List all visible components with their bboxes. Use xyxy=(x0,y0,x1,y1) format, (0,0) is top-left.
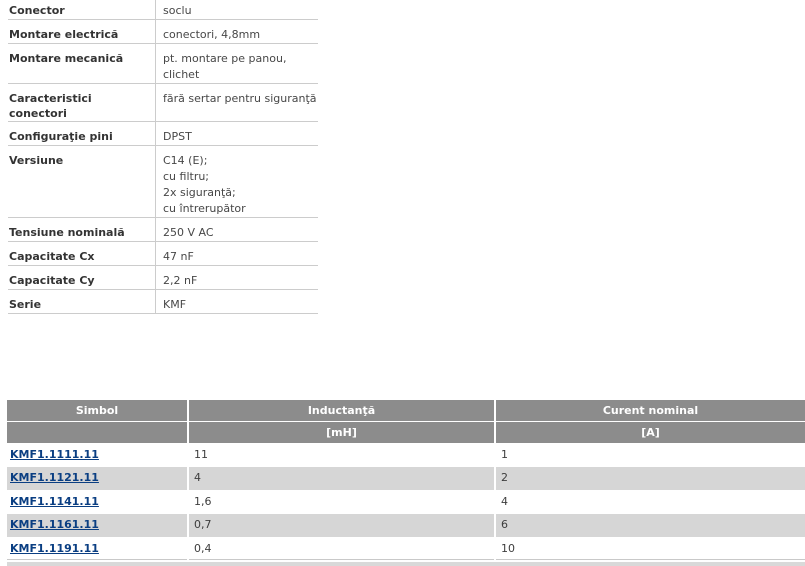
spec-table: Conector soclu Montare electrică conecto… xyxy=(8,0,318,314)
spec-row: Caracteristici conectori fără sertar pen… xyxy=(8,84,318,122)
current-cell: 2 xyxy=(496,467,805,490)
part-link[interactable]: KMF1.1191.11 xyxy=(10,541,99,555)
header-current-unit: [A] xyxy=(496,422,805,443)
part-link[interactable]: KMF1.1161.11 xyxy=(10,518,99,532)
symbol-cell: KMF1.1111.11 xyxy=(7,444,187,466)
part-link[interactable]: KMF1.1141.11 xyxy=(10,494,99,508)
inductance-cell: 11 xyxy=(194,448,208,461)
table-row: KMF1.1161.11 0,7 6 xyxy=(7,514,805,537)
parts-header-row: Simbol Inductanţă Curent nominal xyxy=(7,400,805,421)
part-link[interactable]: KMF1.1121.11 xyxy=(10,471,99,485)
spec-label: Configuraţie pini xyxy=(9,130,113,143)
header-symbol-unit xyxy=(7,422,187,443)
spec-value: soclu xyxy=(155,0,318,19)
inductance-cell: 0,4 xyxy=(189,538,494,560)
spec-row: Capacitate Cy 2,2 nF xyxy=(8,266,318,290)
symbol-cell: KMF1.1191.11 xyxy=(7,538,187,560)
current-cell: 6 xyxy=(496,514,805,537)
part-link[interactable]: KMF1.1111.11 xyxy=(10,448,99,461)
spec-label: Versiune xyxy=(9,154,64,167)
spec-value: pt. montare pe panou, clichet xyxy=(155,44,318,83)
table-row: KMF1.1191.11 0,4 10 xyxy=(7,538,805,560)
spec-row: Montare mecanică pt. montare pe panou, c… xyxy=(8,44,318,84)
header-current: Curent nominal xyxy=(496,400,805,421)
spec-value: KMF xyxy=(155,290,318,313)
spec-row: Configuraţie pini DPST xyxy=(8,122,318,146)
header-symbol: Simbol xyxy=(7,400,187,421)
spec-row: Montare electrică conectori, 4,8mm xyxy=(8,20,318,44)
spec-label: Montare electrică xyxy=(9,28,119,41)
spec-label: Montare mecanică xyxy=(9,52,124,65)
spec-row: Conector soclu xyxy=(8,0,318,20)
parts-units-row: [mH] [A] xyxy=(7,422,805,443)
spec-value: DPST xyxy=(155,122,318,145)
table-row: KMF1.1141.11 1,6 4 xyxy=(7,491,805,513)
spec-row: Capacitate Cx 47 nF xyxy=(8,242,318,266)
spec-value: conectori, 4,8mm xyxy=(155,20,318,43)
header-inductance-unit: [mH] xyxy=(189,422,494,443)
table-row: KMF1.1111.11 11 1 xyxy=(7,444,805,466)
symbol-cell: KMF1.1161.11 xyxy=(7,514,187,537)
spec-value: 47 nF xyxy=(155,242,318,265)
spec-label: Capacitate Cy xyxy=(9,274,95,287)
spec-label: Caracteristici conectori xyxy=(9,92,92,120)
spec-row: Versiune C14 (E); cu filtru; 2x siguranţ… xyxy=(8,146,318,218)
spec-value: 2,2 nF xyxy=(155,266,318,289)
table-row: KMF1.1121.11 4 2 xyxy=(7,467,805,490)
spec-value: C14 (E); cu filtru; 2x siguranţă; cu înt… xyxy=(155,146,318,217)
symbol-cell: KMF1.1121.11 xyxy=(7,467,187,490)
spec-label: Capacitate Cx xyxy=(9,250,95,263)
spec-row: Serie KMF xyxy=(8,290,318,314)
parts-table: Simbol Inductanţă Curent nominal [mH] [A… xyxy=(7,400,805,566)
current-cell: 4 xyxy=(501,494,508,508)
inductance-cell: 4 xyxy=(189,467,494,490)
header-inductance: Inductanţă xyxy=(189,400,494,421)
current-cell: 1 xyxy=(501,448,508,461)
symbol-cell: KMF1.1141.11 xyxy=(7,491,187,513)
spec-label: Serie xyxy=(9,298,42,311)
spec-value: 250 V AC xyxy=(155,218,318,241)
inductance-cell: 0,7 xyxy=(189,514,494,537)
current-cell: 10 xyxy=(496,538,805,560)
spec-label: Conector xyxy=(9,4,65,17)
inductance-cell: 1,6 xyxy=(194,494,212,508)
spec-value: fără sertar pentru siguranţă xyxy=(155,84,318,121)
spec-row: Tensiune nominală 250 V AC xyxy=(8,218,318,242)
spec-label: Tensiune nominală xyxy=(9,226,125,239)
